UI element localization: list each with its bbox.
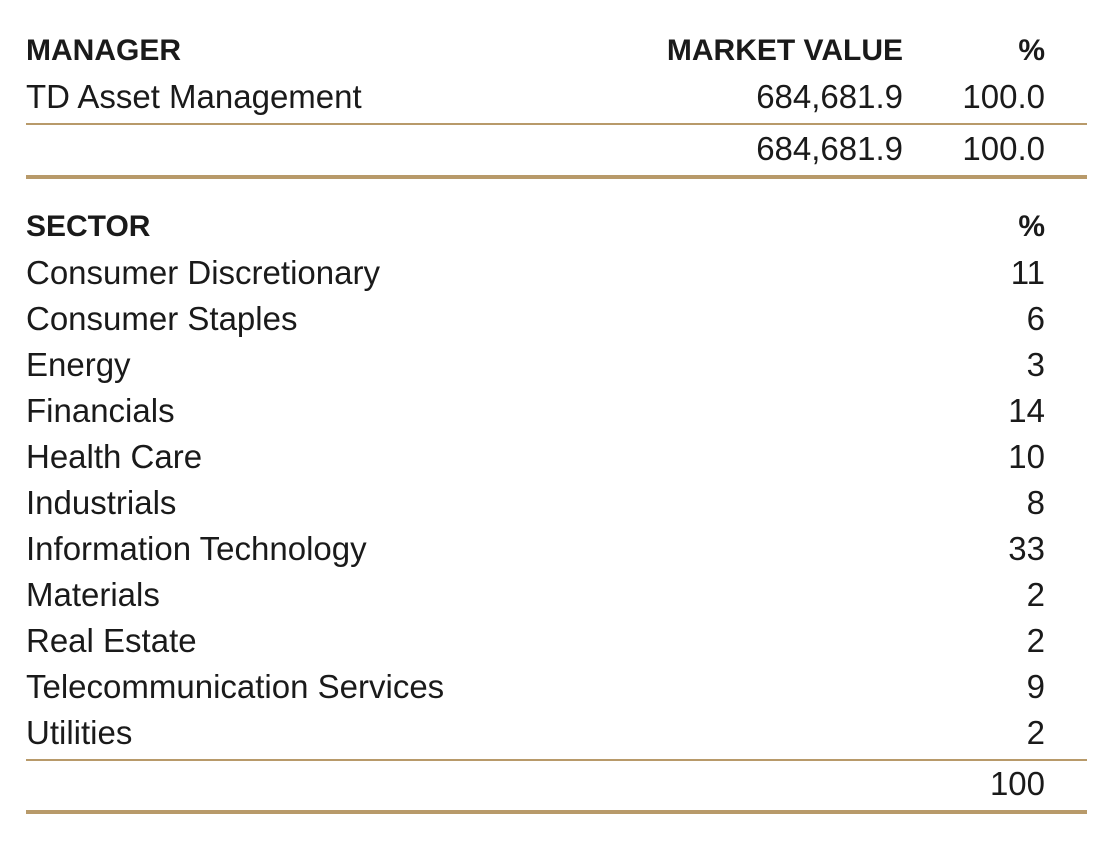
sector-percent: 10 xyxy=(1008,438,1045,475)
manager-total-percent: 100.0 xyxy=(962,130,1045,167)
sector-name: Industrials xyxy=(26,484,177,521)
sector-name: Financials xyxy=(26,392,175,429)
table-row: Industrials 8 xyxy=(26,480,1087,526)
table-row: Health Care 10 xyxy=(26,434,1087,480)
sector-percent: 33 xyxy=(1008,530,1045,567)
manager-percent: 100.0 xyxy=(962,78,1045,115)
table-row: Consumer Discretionary 11 xyxy=(26,250,1087,296)
sector-name: Real Estate xyxy=(26,622,197,659)
manager-percent-column-header: % xyxy=(1018,34,1045,67)
market-value-column-header: MARKET VALUE xyxy=(666,34,903,67)
sector-name: Consumer Staples xyxy=(26,300,298,337)
sector-name: Utilities xyxy=(26,714,133,751)
sector-percent: 2 xyxy=(1026,622,1045,659)
sector-column-header: SECTOR xyxy=(26,210,151,243)
manager-total-row: 684,681.9 100.0 xyxy=(26,126,1087,172)
table-row: Real Estate 2 xyxy=(26,618,1087,664)
table-row: Energy 3 xyxy=(26,342,1087,388)
divider xyxy=(26,759,1087,761)
manager-market-value: 684,681.9 xyxy=(756,78,903,115)
sector-percent: 2 xyxy=(1026,714,1045,751)
sector-total-percent: 100 xyxy=(989,765,1045,802)
table-row: Telecommunication Services 9 xyxy=(26,664,1087,710)
divider xyxy=(26,123,1087,125)
sector-percent: 2 xyxy=(1026,576,1045,613)
sector-name: Telecommunication Services xyxy=(26,668,445,705)
sector-percent: 3 xyxy=(1026,346,1045,383)
table-row: TD Asset Management 684,681.9 100.0 xyxy=(26,74,1087,120)
sector-table-header: SECTOR % xyxy=(26,204,1087,250)
table-row: Financials 14 xyxy=(26,388,1087,434)
manager-column-header: MANAGER xyxy=(26,34,181,67)
sector-table: SECTOR % Consumer Discretionary 11 Consu… xyxy=(26,204,1087,814)
sector-name: Energy xyxy=(26,346,131,383)
sector-percent: 9 xyxy=(1026,668,1045,705)
divider-thick xyxy=(26,175,1087,179)
sector-percent: 6 xyxy=(1026,300,1045,337)
divider-thick xyxy=(26,810,1087,814)
sector-percent-column-header: % xyxy=(1018,210,1045,243)
sector-total-row: 100 xyxy=(26,761,1087,807)
sector-name: Information Technology xyxy=(26,530,367,567)
table-row: Materials 2 xyxy=(26,572,1087,618)
sector-percent: 14 xyxy=(1008,392,1045,429)
manager-name: TD Asset Management xyxy=(26,78,362,115)
sector-name: Consumer Discretionary xyxy=(26,254,380,291)
table-row: Information Technology 33 xyxy=(26,526,1087,572)
sector-percent: 11 xyxy=(1010,254,1045,291)
manager-table-header: MANAGER MARKET VALUE % xyxy=(26,28,1087,74)
table-row: Consumer Staples 6 xyxy=(26,296,1087,342)
sector-percent: 8 xyxy=(1026,484,1045,521)
sector-name: Health Care xyxy=(26,438,203,475)
sector-name: Materials xyxy=(26,576,160,613)
manager-table: MANAGER MARKET VALUE % TD Asset Manageme… xyxy=(26,28,1087,179)
table-row: Utilities 2 xyxy=(26,710,1087,756)
manager-total-market-value: 684,681.9 xyxy=(756,130,903,167)
